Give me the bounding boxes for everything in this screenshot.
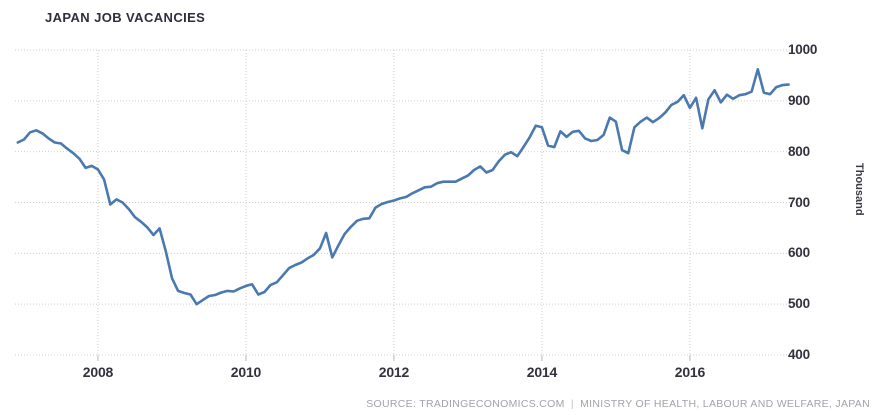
y-axis-tick-label: 1000	[788, 42, 818, 57]
y-axis-tick-label: 700	[788, 194, 810, 210]
source-link[interactable]: TRADINGECONOMICS.COM	[419, 398, 565, 410]
x-axis-tick-label: 2016	[674, 364, 706, 380]
y-axis-unit-label: Thousand	[853, 163, 865, 216]
y-axis-tick-label: 500	[788, 296, 810, 312]
series-line	[16, 68, 790, 306]
source-ministry: MINISTRY OF HEALTH, LABOUR AND WELFARE, …	[580, 398, 870, 410]
x-axis-tick-label: 2014	[526, 364, 558, 380]
source-separator: |	[570, 398, 574, 410]
y-axis-tick-label: 400	[788, 347, 810, 362]
x-axis-tick-label: 2012	[378, 364, 410, 380]
x-axis-tick-label: 2008	[82, 364, 114, 380]
y-axis-tick-label: 600	[788, 245, 810, 261]
chart-title: JAPAN JOB VACANCIES	[45, 10, 206, 25]
y-axis-tick-label: 900	[788, 92, 810, 108]
y-axis-tick-label: 800	[788, 143, 810, 159]
source-attribution: SOURCE: TRADINGECONOMICS.COM | MINISTRY …	[366, 398, 870, 410]
source-prefix: SOURCE:	[366, 398, 417, 410]
x-axis-tick-label: 2010	[230, 364, 262, 380]
